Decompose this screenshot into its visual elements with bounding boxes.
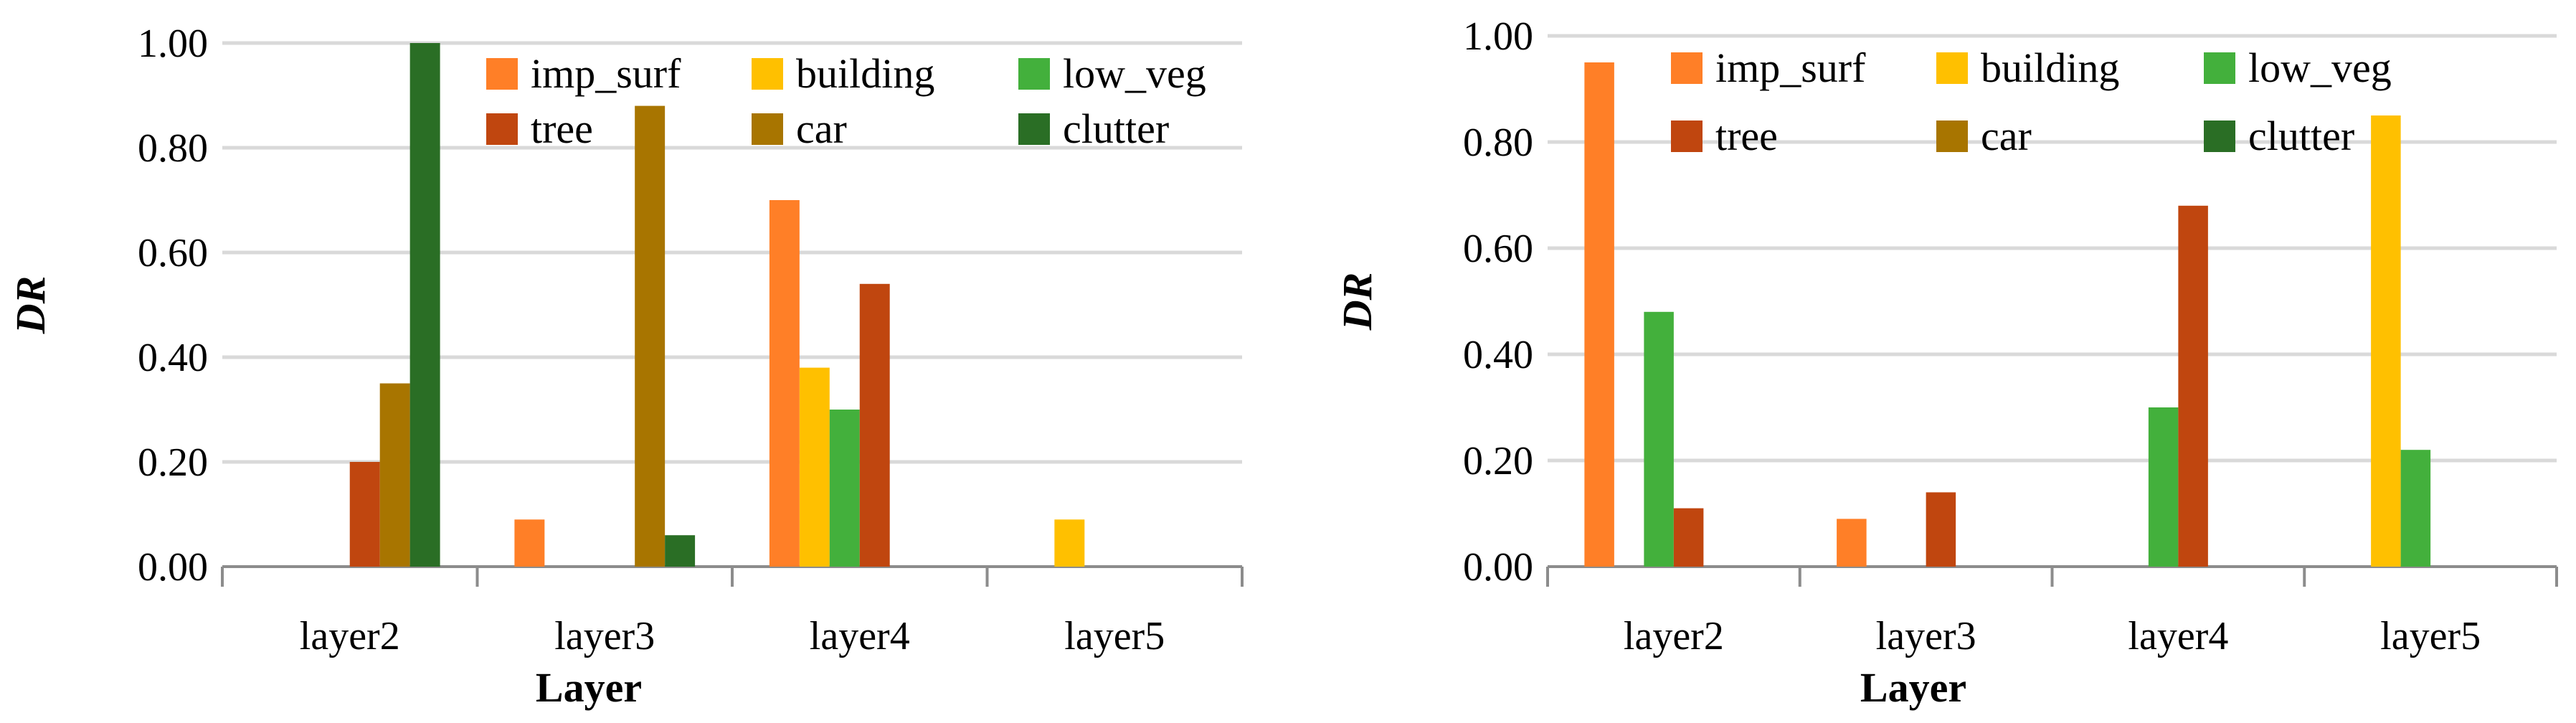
bar-tree-layer2 (1673, 508, 1704, 567)
x-tick-label: layer2 (300, 614, 400, 658)
legend-swatch-building (752, 58, 783, 90)
x-axis-title: Layer (536, 664, 642, 711)
legend-swatch-car (1936, 120, 1968, 152)
y-tick-label: 1.00 (1463, 14, 1533, 59)
y-tick-label: 1.00 (138, 22, 208, 66)
legend-label-building: building (796, 50, 934, 97)
legend-label-imp_surf: imp_surf (531, 50, 681, 97)
legend-swatch-imp_surf (486, 58, 518, 90)
y-tick-label: 0.20 (1463, 439, 1533, 483)
legend-label-car: car (1981, 113, 2032, 159)
legend-swatch-low_veg (2204, 52, 2235, 84)
legend-label-tree: tree (531, 105, 593, 152)
legend-swatch-low_veg (1018, 58, 1050, 90)
legend-label-low_veg: low_veg (1063, 50, 1206, 97)
legend-label-low_veg: low_veg (2248, 44, 2392, 91)
x-tick-label: layer4 (2128, 614, 2228, 658)
y-tick-label: 0.00 (138, 545, 208, 590)
legend-label-tree: tree (1715, 113, 1778, 159)
legend-swatch-tree (1671, 120, 1703, 152)
bar-building-layer4 (799, 367, 830, 567)
y-axis-title: DR (1334, 273, 1381, 331)
y-tick-label: 0.60 (1463, 227, 1533, 271)
bar-car-layer3 (635, 105, 666, 567)
legend-swatch-tree (486, 113, 518, 145)
bar-car-layer2 (379, 383, 410, 567)
bar-tree-layer4 (2178, 205, 2208, 567)
legend-swatch-clutter (2204, 120, 2235, 152)
x-tick-label: layer2 (1624, 614, 1724, 658)
legend-label-clutter: clutter (1063, 105, 1169, 152)
bar-building-layer5 (2371, 115, 2401, 567)
legend-swatch-car (752, 113, 783, 145)
bar-tree-layer3 (1926, 492, 1956, 567)
legend-label-car: car (796, 105, 847, 152)
chart-right: 0.00 0.20 0.40 0.60 0.80 1.00 layer2 layer3 laye… (1334, 14, 2558, 711)
y-tick-label: 0.40 (1463, 333, 1533, 377)
x-tick-label: layer3 (1876, 614, 1976, 658)
bar-low_veg-layer2 (1644, 311, 1674, 567)
y-tick-label: 0.40 (138, 336, 208, 380)
bar-clutter-layer3 (665, 535, 696, 567)
x-axis-title: Layer (1860, 664, 1966, 711)
y-tick-label: 0.00 (1463, 545, 1533, 590)
y-tick-label: 0.60 (138, 231, 208, 275)
legend-label-clutter: clutter (2248, 113, 2354, 159)
legend-label-imp_surf: imp_surf (1715, 44, 1866, 91)
legend-swatch-imp_surf (1671, 52, 1703, 84)
legend-swatch-clutter (1018, 113, 1050, 145)
bar-tree-layer2 (349, 462, 380, 567)
bar-imp_surf-layer2 (1584, 62, 1614, 567)
bar-building-layer5 (1054, 519, 1085, 567)
legend-swatch-building (1936, 52, 1968, 84)
x-tick-label: layer5 (1064, 614, 1165, 658)
y-tick-label: 0.80 (138, 126, 208, 171)
bar-imp_surf-layer3 (1837, 519, 1867, 567)
bar-low_veg-layer4 (829, 410, 860, 567)
bar-low_veg-layer4 (2148, 407, 2179, 567)
bar-low_veg-layer5 (2400, 450, 2431, 567)
legend-label-building: building (1981, 44, 2119, 91)
bar-imp_surf-layer3 (514, 519, 545, 567)
bar-clutter-layer2 (409, 43, 440, 567)
y-tick-label: 0.20 (138, 440, 208, 485)
y-tick-label: 0.80 (1463, 120, 1533, 165)
x-tick-label: layer4 (810, 614, 910, 658)
y-axis-title: DR (7, 276, 54, 335)
chart-left: 0.00 0.20 0.40 0.60 0.80 1.00 layer2 layer3 laye… (7, 22, 1244, 711)
x-tick-label: layer3 (554, 614, 655, 658)
bar-tree-layer4 (859, 283, 890, 567)
x-tick-label: layer5 (2380, 614, 2481, 658)
bar-imp_surf-layer4 (769, 200, 800, 567)
